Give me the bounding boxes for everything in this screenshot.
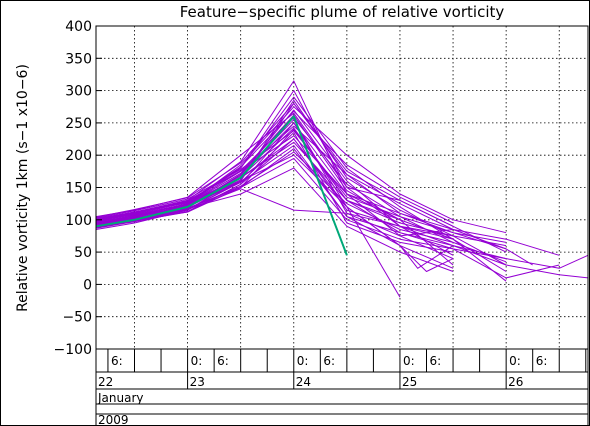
series-line <box>95 132 454 253</box>
hour-label: 0: <box>509 354 521 368</box>
y-tick-label: 350 <box>65 51 92 67</box>
day-label: 26 <box>508 375 523 389</box>
y-tick-label: 50 <box>74 245 92 261</box>
y-tick-label: 100 <box>65 213 92 229</box>
series-line <box>95 138 401 298</box>
y-tick-label: 0 <box>83 277 92 293</box>
y-axis-ticks: −100 −50 0 50 100 150 200 250 300 350 400 <box>54 19 102 358</box>
month-label: January <box>97 391 144 405</box>
hour-label: 6: <box>111 354 123 368</box>
y-tick-label: 400 <box>65 19 92 35</box>
year-label: 2009 <box>98 413 129 426</box>
series-line <box>95 122 454 260</box>
y-tick-label: 200 <box>65 148 92 164</box>
day-label: 25 <box>402 375 417 389</box>
x-gridlines <box>134 26 560 349</box>
hour-label: 0: <box>191 354 203 368</box>
series-line <box>95 103 454 227</box>
hour-label: 0: <box>403 354 415 368</box>
chart-title: Feature−specific plume of relative vorti… <box>179 3 505 21</box>
day-label: 22 <box>98 375 113 389</box>
day-label: 24 <box>296 375 311 389</box>
series-line <box>95 106 507 234</box>
y-tick-label: −50 <box>62 310 92 326</box>
y-axis-label: Relative vorticity 1km (s−1 x10−6) <box>15 64 31 312</box>
hour-label: 6: <box>536 354 548 368</box>
series-line <box>95 125 507 250</box>
hour-label: 0: <box>297 354 309 368</box>
y-tick-label: −100 <box>54 342 92 358</box>
series-line <box>95 127 454 266</box>
day-label: 23 <box>190 375 205 389</box>
time-axis-table: 6: 0: 6: 0: 6: 0: 6: 0: 6: 22 23 24 25 26 January 2009 <box>95 349 589 426</box>
plot-series <box>95 80 589 298</box>
y-tick-label: 150 <box>65 181 92 197</box>
series-line <box>95 110 454 224</box>
hour-label: 6: <box>323 354 335 368</box>
hour-label: 6: <box>217 354 229 368</box>
y-tick-label: 300 <box>65 84 92 100</box>
series-line-highlight <box>95 115 348 256</box>
hour-label: 6: <box>430 354 442 368</box>
y-tick-label: 250 <box>65 116 92 132</box>
